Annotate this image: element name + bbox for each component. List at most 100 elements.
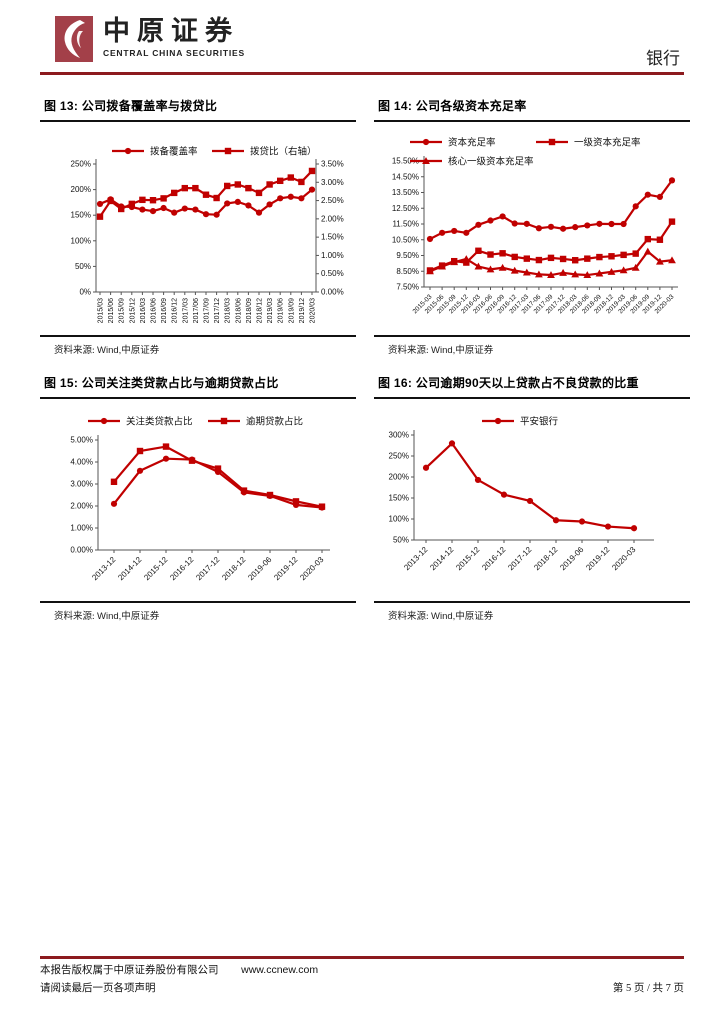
- svg-text:2013-12: 2013-12: [90, 555, 118, 583]
- svg-text:2017/09: 2017/09: [204, 298, 211, 323]
- svg-text:核心一级资本充足率: 核心一级资本充足率: [448, 156, 534, 168]
- svg-text:50%: 50%: [75, 262, 91, 271]
- svg-text:2016-12: 2016-12: [480, 545, 508, 573]
- svg-text:2019-12: 2019-12: [272, 555, 300, 583]
- svg-text:10.50%: 10.50%: [392, 235, 419, 244]
- svg-text:2015-12: 2015-12: [454, 545, 482, 573]
- svg-text:3.50%: 3.50%: [321, 160, 344, 169]
- svg-text:2019/06: 2019/06: [278, 298, 285, 323]
- svg-text:3.00%: 3.00%: [321, 178, 344, 187]
- source-label: 资料来源:: [54, 346, 95, 356]
- svg-text:2013-12: 2013-12: [402, 545, 430, 573]
- svg-text:150%: 150%: [389, 494, 409, 503]
- svg-text:资本充足率: 资本充足率: [448, 137, 496, 149]
- svg-text:2014-12: 2014-12: [428, 545, 456, 573]
- source-value: Wind,中原证券: [431, 345, 494, 356]
- svg-text:100%: 100%: [71, 236, 91, 245]
- svg-text:2.00%: 2.00%: [70, 502, 93, 511]
- svg-text:0%: 0%: [79, 288, 91, 297]
- footer-copyright-line: 本报告版权属于中原证券股份有限公司 www.ccnew.com: [40, 962, 318, 980]
- svg-text:7.50%: 7.50%: [396, 283, 419, 292]
- figure-13-source: 资料来源: Wind,中原证券: [40, 335, 356, 356]
- svg-text:拨备覆盖率: 拨备覆盖率: [150, 146, 198, 158]
- svg-text:1.00%: 1.00%: [70, 524, 93, 533]
- svg-text:2018-12: 2018-12: [220, 555, 248, 583]
- svg-text:200%: 200%: [389, 473, 409, 482]
- svg-text:12.50%: 12.50%: [392, 204, 419, 213]
- svg-text:2016/12: 2016/12: [172, 298, 179, 323]
- svg-text:11.50%: 11.50%: [392, 220, 419, 229]
- figure-14: 图 14: 公司各级资本充足率 7.50% 8.50% 9.50% 10.50% 11.…: [374, 95, 690, 356]
- svg-text:平安银行: 平安银行: [520, 416, 559, 428]
- svg-text:0.00%: 0.00%: [70, 546, 93, 555]
- footer-disclaimer: 本报告版权属于中原证券股份有限公司 www.ccnew.com 请阅读最后一页各…: [40, 962, 318, 998]
- svg-text:2016/09: 2016/09: [161, 298, 168, 323]
- svg-text:250%: 250%: [71, 160, 91, 169]
- figure-14-title: 图 14: 公司各级资本充足率: [374, 95, 690, 122]
- svg-text:2018/06: 2018/06: [235, 298, 242, 323]
- svg-text:50%: 50%: [393, 536, 409, 545]
- footer-url: www.ccnew.com: [241, 964, 319, 976]
- figure-14-source: 资料来源: Wind,中原证券: [374, 335, 690, 356]
- svg-text:2017-12: 2017-12: [506, 545, 534, 573]
- svg-text:1.00%: 1.00%: [321, 251, 344, 260]
- svg-text:关注类贷款占比: 关注类贷款占比: [126, 416, 193, 428]
- figure-16-title: 图 16: 公司逾期90天以上贷款占不良贷款的比重: [374, 372, 690, 399]
- svg-text:一级资本充足率: 一级资本充足率: [574, 137, 641, 149]
- svg-text:2019/12: 2019/12: [299, 298, 306, 323]
- svg-text:2017/12: 2017/12: [214, 298, 221, 323]
- svg-text:2018-12: 2018-12: [532, 545, 560, 573]
- svg-text:2015/03: 2015/03: [98, 298, 105, 323]
- footer-divider: [40, 956, 684, 959]
- header-divider: [40, 72, 684, 75]
- source-label: 资料来源:: [54, 612, 95, 622]
- company-logo: 中原证券 CENTRAL CHINA SECURITIES: [55, 16, 245, 62]
- svg-text:拨贷比（右轴）: 拨贷比（右轴）: [250, 146, 317, 158]
- svg-text:2015-12: 2015-12: [142, 555, 170, 583]
- logo-english-text: CENTRAL CHINA SECURITIES: [103, 48, 245, 59]
- svg-text:2.00%: 2.00%: [321, 214, 344, 223]
- svg-text:2017/03: 2017/03: [182, 298, 189, 323]
- svg-text:2015/12: 2015/12: [129, 298, 136, 323]
- source-label: 资料来源:: [388, 346, 429, 356]
- svg-text:2019-06: 2019-06: [558, 545, 586, 573]
- svg-text:2019-06: 2019-06: [246, 555, 274, 583]
- footer-copyright: 本报告版权属于中原证券股份有限公司: [40, 965, 219, 976]
- svg-text:2017-12: 2017-12: [194, 555, 222, 583]
- figure-14-chart: 7.50% 8.50% 9.50% 10.50% 11.50% 12.50% 13.50% 1…: [374, 124, 690, 335]
- svg-text:2019/03: 2019/03: [267, 298, 274, 323]
- svg-text:2018/09: 2018/09: [246, 298, 253, 323]
- figure-16: 图 16: 公司逾期90天以上贷款占不良贷款的比重 50% 100% 150% 200…: [374, 372, 690, 622]
- figure-16-chart: 50% 100% 150% 200% 250% 300% 2013-12 2014-12 201…: [374, 401, 690, 601]
- figure-13: 图 13: 公司拨备覆盖率与拨贷比 0% 50% 100% 150% 200% 250% 0…: [40, 95, 356, 356]
- svg-text:300%: 300%: [389, 431, 409, 440]
- svg-text:2016-12: 2016-12: [168, 555, 196, 583]
- svg-text:2015/09: 2015/09: [119, 298, 126, 323]
- source-value: Wind,中原证券: [431, 611, 494, 622]
- source-value: Wind,中原证券: [97, 611, 160, 622]
- svg-text:5.00%: 5.00%: [70, 436, 93, 445]
- svg-text:13.50%: 13.50%: [392, 188, 419, 197]
- svg-text:2016/03: 2016/03: [140, 298, 147, 323]
- svg-text:2016/06: 2016/06: [151, 298, 158, 323]
- figure-13-chart: 0% 50% 100% 150% 200% 250% 0.00% 0.50% 1.00% 1.50…: [40, 124, 356, 335]
- svg-text:2015/06: 2015/06: [108, 298, 115, 323]
- svg-text:200%: 200%: [71, 185, 91, 194]
- source-value: Wind,中原证券: [97, 345, 160, 356]
- svg-text:150%: 150%: [71, 211, 91, 220]
- svg-text:2017/06: 2017/06: [193, 298, 200, 323]
- svg-text:0.50%: 0.50%: [321, 269, 344, 278]
- svg-text:14.50%: 14.50%: [392, 172, 419, 181]
- figure-15: 图 15: 公司关注类贷款占比与逾期贷款占比 0.00% 1.00% 2.00% 3.…: [40, 372, 356, 622]
- svg-text:4.00%: 4.00%: [70, 458, 93, 467]
- figure-16-source: 资料来源: Wind,中原证券: [374, 601, 690, 622]
- svg-text:2020/03: 2020/03: [310, 298, 317, 323]
- svg-text:3.00%: 3.00%: [70, 480, 93, 489]
- logo-mark-icon: [55, 16, 93, 62]
- industry-label: 银行: [646, 49, 680, 68]
- svg-text:2019-12: 2019-12: [584, 545, 612, 573]
- svg-text:15.50%: 15.50%: [392, 157, 419, 166]
- footer-notice: 请阅读最后一页各项声明: [40, 982, 156, 994]
- svg-text:1.50%: 1.50%: [321, 233, 344, 242]
